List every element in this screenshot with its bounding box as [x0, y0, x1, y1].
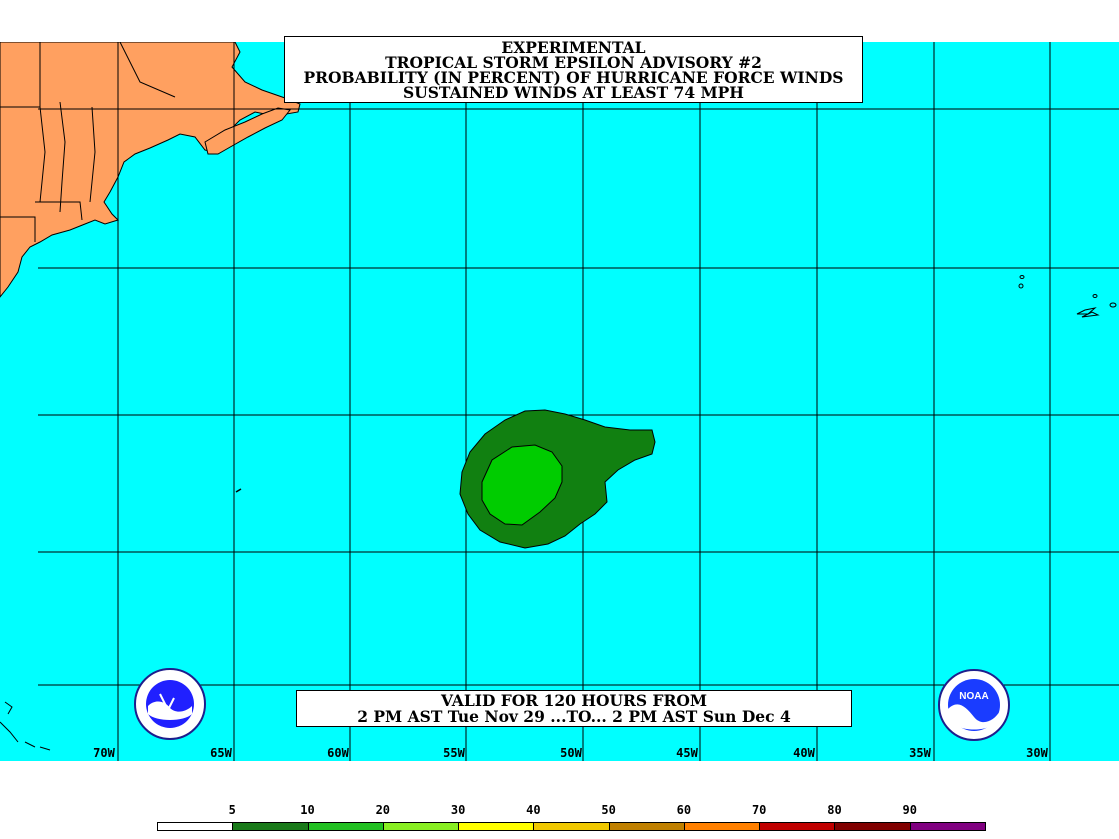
legend-threshold-label: 80 — [827, 803, 842, 817]
legend-threshold-label: 40 — [526, 803, 541, 817]
nws-logo — [134, 668, 206, 740]
legend-swatch — [759, 822, 836, 831]
lon-label-50w: 50W — [560, 746, 582, 760]
valid-period-box: VALID FOR 120 HOURS FROM 2 PM AST Tue No… — [296, 690, 852, 727]
legend-threshold-label: 5 — [228, 803, 236, 817]
lon-label-45w: 45W — [676, 746, 698, 760]
legend-swatch — [307, 822, 384, 831]
valid-line-1: VALID FOR 120 HOURS FROM — [440, 691, 708, 710]
legend-swatch — [232, 822, 309, 831]
legend-swatch — [157, 822, 234, 831]
lon-label-35w: 35W — [909, 746, 931, 760]
lon-label-55w: 55W — [443, 746, 465, 760]
noaa-logo-text: NOAA — [959, 691, 988, 702]
legend-threshold-label: 60 — [676, 803, 692, 817]
legend-swatch — [382, 822, 460, 831]
title-line-4: SUSTAINED WINDS AT LEAST 74 MPH — [403, 83, 744, 102]
legend-swatch — [683, 822, 761, 831]
lat-lon-grid — [38, 42, 1119, 761]
lon-label-60w: 60W — [327, 746, 349, 760]
title-box: EXPERIMENTAL TROPICAL STORM EPSILON ADVI… — [284, 36, 863, 103]
legend-swatch — [909, 822, 986, 831]
legend-swatch — [458, 822, 535, 831]
legend-swatch — [834, 822, 911, 831]
valid-line-2: 2 PM AST Tue Nov 29 ...TO... 2 PM AST Su… — [357, 707, 791, 726]
lon-label-30w: 30W — [1026, 746, 1048, 760]
probability-map — [0, 42, 1119, 761]
title-line-2: TROPICAL STORM EPSILON ADVISORY #2 — [385, 53, 762, 72]
caribbean-islands — [0, 701, 51, 751]
title-line-3: PROBABILITY (IN PERCENT) OF HURRICANE FO… — [303, 68, 844, 87]
probability-10-20-area — [481, 444, 563, 526]
legend-threshold-label: 90 — [902, 803, 917, 817]
legend-swatch — [608, 822, 685, 831]
lon-label-65w: 65W — [210, 746, 232, 760]
legend-swatch — [533, 822, 610, 831]
nova-scotia — [204, 107, 291, 155]
legend-threshold-label: 30 — [450, 803, 466, 817]
legend-threshold-label: 10 — [300, 803, 315, 817]
legend-threshold-label: 20 — [375, 803, 391, 817]
bermuda — [235, 488, 242, 493]
legend-threshold-label: 50 — [601, 803, 616, 817]
lon-label-70w: 70W — [93, 746, 115, 760]
legend-threshold-label: 70 — [751, 803, 767, 817]
title-line-1: EXPERIMENTAL — [501, 38, 646, 57]
ocean — [0, 42, 1119, 761]
state-borders — [0, 42, 176, 242]
lon-label-40w: 40W — [793, 746, 815, 760]
noaa-logo: NOAA — [938, 669, 1010, 741]
azores-islands — [1018, 275, 1117, 318]
